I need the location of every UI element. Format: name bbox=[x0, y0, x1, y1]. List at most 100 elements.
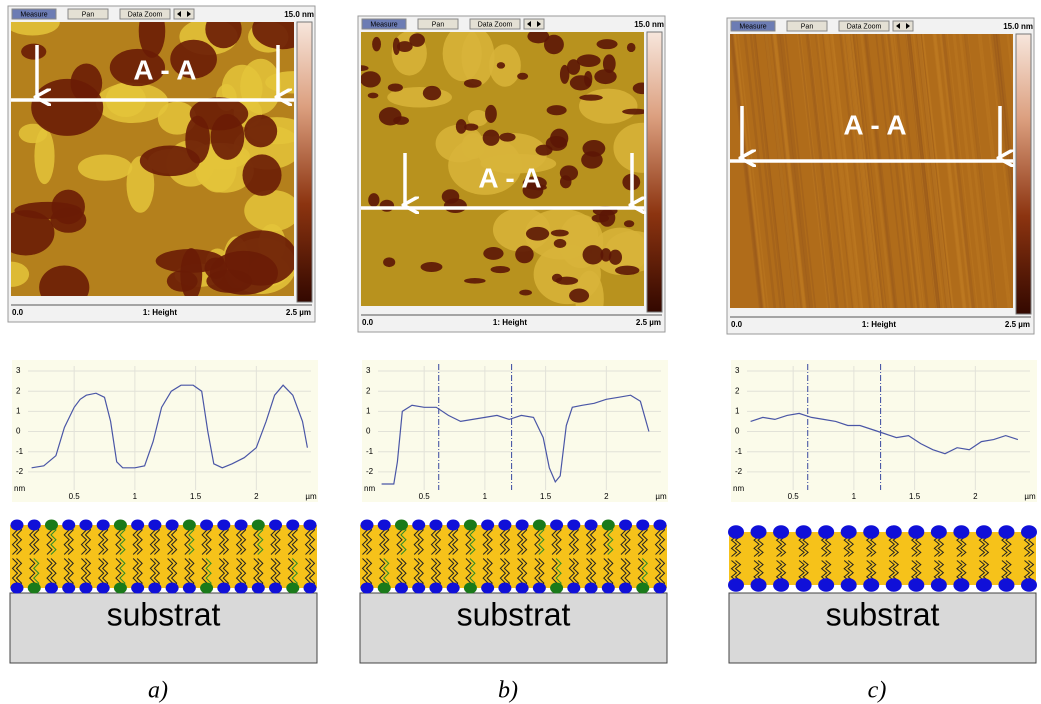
afm-streak bbox=[908, 34, 941, 308]
afm-low bbox=[608, 249, 623, 265]
lipid-head bbox=[619, 582, 633, 594]
axis-start: 0.0 bbox=[362, 318, 374, 327]
lipid-head bbox=[795, 525, 812, 539]
lipid-tail bbox=[222, 524, 230, 555]
afm-low bbox=[596, 39, 618, 50]
lipid-tail bbox=[308, 524, 316, 555]
profile-line bbox=[31, 384, 308, 469]
lipid-tail bbox=[417, 524, 424, 555]
lipid-tail bbox=[538, 524, 545, 555]
afm-high bbox=[11, 261, 30, 287]
afm-low bbox=[109, 48, 166, 87]
toolbar-button-label: Measure bbox=[370, 21, 397, 28]
afm-streak bbox=[887, 34, 920, 308]
lipid-tail bbox=[274, 558, 281, 589]
afm-high bbox=[467, 110, 489, 127]
afm-low bbox=[138, 22, 166, 58]
afm-low bbox=[378, 107, 402, 126]
lipid-head bbox=[286, 582, 300, 594]
afm-low bbox=[483, 247, 504, 260]
lipid-head bbox=[953, 525, 970, 539]
lipid-head bbox=[481, 519, 495, 531]
axis-end: 2.5 µm bbox=[636, 318, 661, 327]
afm-streak bbox=[905, 34, 937, 308]
afm-streak bbox=[765, 34, 798, 308]
afm-streak bbox=[770, 34, 803, 308]
channel-label: 1: Height bbox=[862, 320, 897, 329]
lipid-head bbox=[601, 582, 615, 594]
afm-streak bbox=[885, 34, 917, 308]
afm-streak bbox=[831, 34, 864, 308]
afm-streak bbox=[1006, 34, 1013, 94]
lipid-tail bbox=[624, 524, 631, 555]
afm-streak bbox=[916, 34, 951, 308]
lipid-head bbox=[269, 582, 283, 594]
lipid-head bbox=[113, 519, 127, 531]
lipid-head bbox=[360, 582, 374, 594]
afm-low bbox=[515, 245, 534, 264]
afm-low bbox=[594, 69, 617, 85]
lipid-layer bbox=[729, 532, 1036, 585]
lipid-head bbox=[303, 519, 317, 531]
afm-low bbox=[361, 65, 369, 71]
afm-streak bbox=[848, 34, 881, 308]
lipid-tail bbox=[589, 524, 597, 555]
lipid-tail bbox=[520, 558, 528, 589]
lipid-tail bbox=[84, 558, 92, 589]
lipid-head bbox=[446, 582, 460, 594]
scroll-arrows bbox=[527, 21, 541, 27]
lipid-head bbox=[885, 525, 902, 539]
lipid-head bbox=[750, 525, 767, 539]
afm-streak bbox=[730, 34, 763, 308]
lipid-layer bbox=[360, 525, 667, 588]
axis-start: 0.0 bbox=[12, 308, 24, 317]
x-tick-label: 2 bbox=[973, 492, 978, 501]
lipid-tail bbox=[239, 524, 247, 555]
x-tick-label: 1.5 bbox=[540, 492, 552, 501]
lipid-head bbox=[885, 578, 902, 592]
afm-low bbox=[566, 59, 581, 75]
afm-high bbox=[613, 122, 644, 173]
lipid-head bbox=[975, 578, 992, 592]
lipid-tail bbox=[503, 558, 511, 589]
caption: a) bbox=[148, 678, 168, 704]
afm-streak bbox=[896, 34, 929, 308]
afm-low bbox=[519, 289, 532, 296]
lipid-head bbox=[96, 519, 110, 531]
afm-low bbox=[383, 257, 396, 268]
lipid-head bbox=[182, 519, 196, 531]
afm-streak bbox=[941, 34, 975, 308]
lipid-head bbox=[532, 582, 546, 594]
lipid-head bbox=[269, 519, 283, 531]
chart-background bbox=[731, 360, 1037, 502]
lipid-tail bbox=[291, 558, 298, 589]
afm-streak bbox=[909, 34, 941, 308]
afm-low bbox=[244, 114, 278, 148]
afm-image bbox=[11, 22, 294, 296]
afm-low bbox=[569, 288, 590, 303]
afm-streak bbox=[946, 34, 979, 308]
afm-high bbox=[157, 101, 197, 135]
lipid-tail bbox=[365, 524, 373, 555]
lipid-tail bbox=[291, 524, 298, 555]
lipid-head bbox=[27, 519, 41, 531]
afm-streak bbox=[906, 34, 939, 308]
lipid-head bbox=[360, 519, 374, 531]
lipid-head bbox=[377, 582, 391, 594]
section-label: A - A bbox=[478, 162, 541, 193]
afm-streak bbox=[920, 34, 952, 308]
lipid-tail bbox=[434, 524, 442, 555]
lipid-head bbox=[429, 582, 443, 594]
afm-low bbox=[535, 144, 553, 156]
scroll-button bbox=[523, 18, 545, 30]
lipid-tail bbox=[101, 524, 109, 555]
lipid-head bbox=[234, 582, 248, 594]
lipid-layer bbox=[10, 525, 317, 588]
afm-streak bbox=[988, 34, 1013, 259]
lipid-tail bbox=[170, 558, 178, 589]
lipid-tail bbox=[101, 558, 109, 589]
colorbar bbox=[296, 21, 313, 303]
lipid-head bbox=[863, 525, 880, 539]
scale-max: 15.0 nm bbox=[634, 20, 664, 29]
lipid-head bbox=[498, 582, 512, 594]
